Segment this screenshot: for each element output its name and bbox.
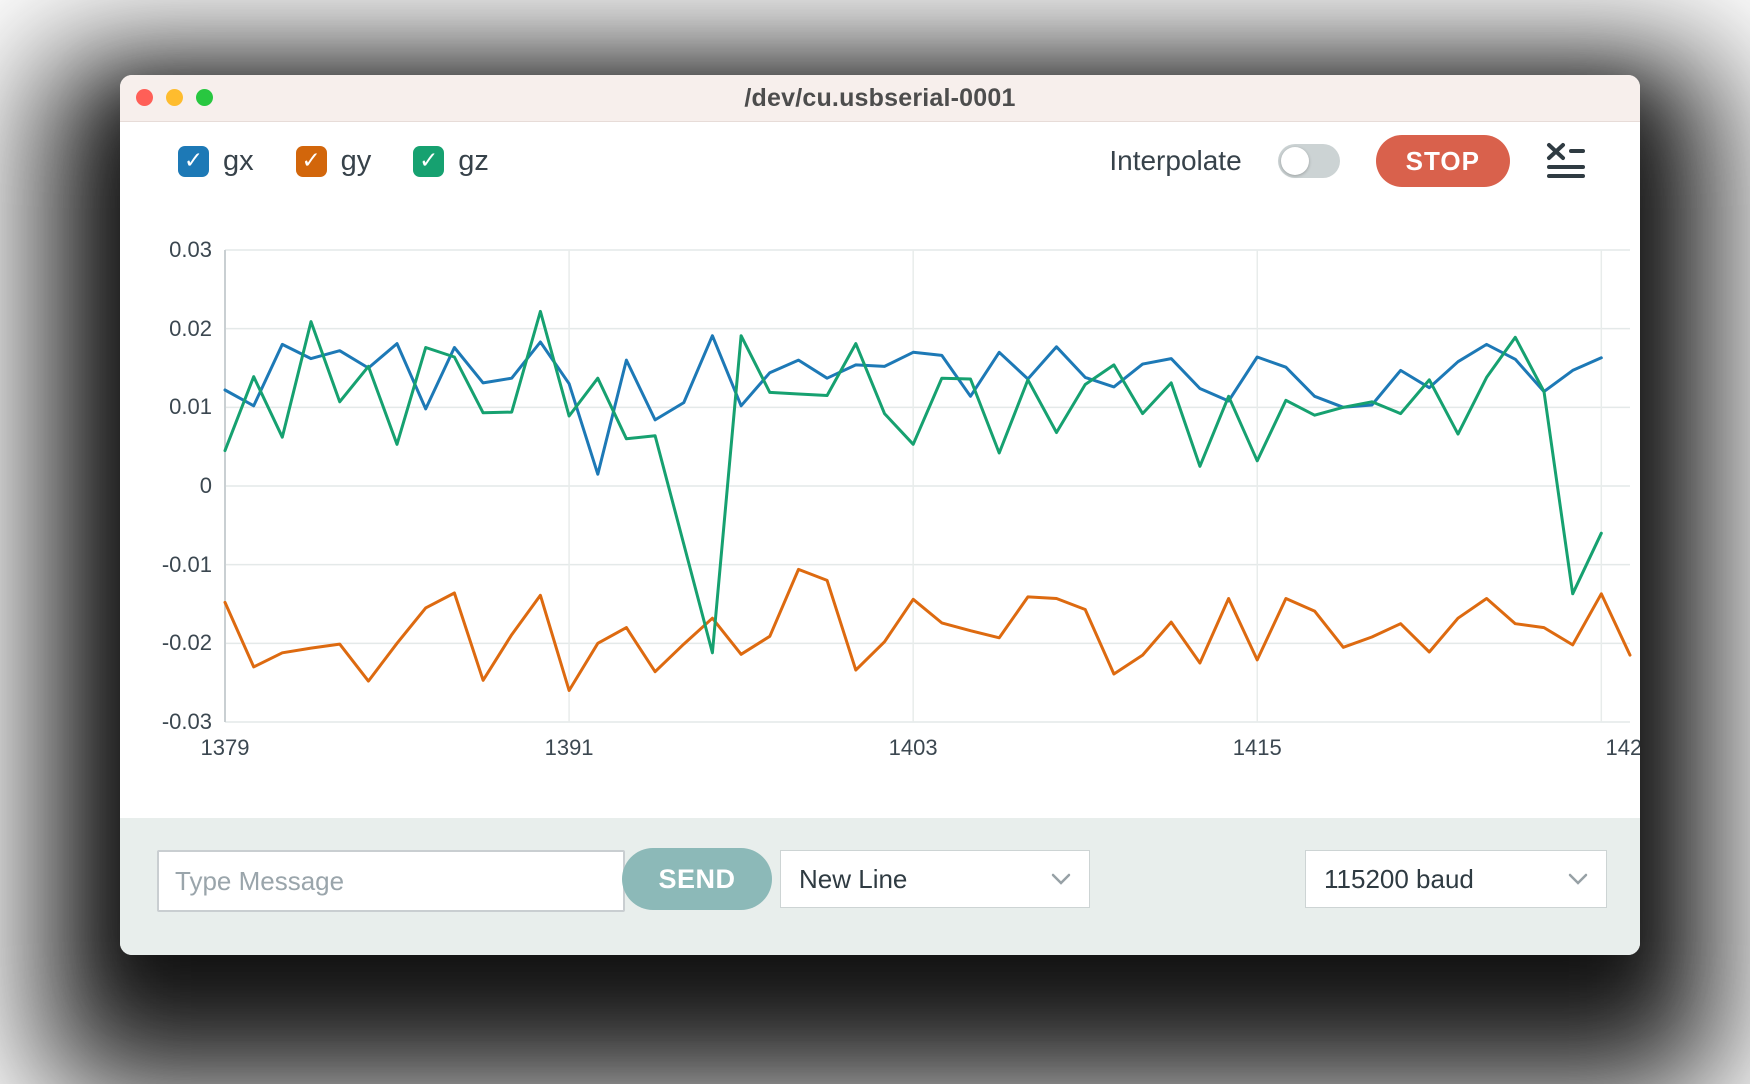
close-window-button[interactable] — [136, 89, 153, 106]
chart — [223, 249, 1632, 723]
y-tick-label: -0.01 — [161, 551, 212, 577]
checkbox-gz[interactable]: ✓ gz — [413, 145, 489, 178]
gx-checkbox-label: gx — [223, 144, 254, 177]
window-title: /dev/cu.usbserial-0001 — [744, 83, 1016, 112]
right-controls: Interpolate STOP — [1109, 133, 1585, 189]
minimize-window-button[interactable] — [166, 89, 183, 106]
traffic-lights — [136, 89, 213, 106]
series-checkbox-group: ✓ gx ✓ gy ✓ gz — [178, 133, 489, 189]
x-tick-label: 1379 — [200, 735, 250, 760]
checkbox-gy[interactable]: ✓ gy — [295, 144, 372, 178]
line-ending-value: New Line — [799, 863, 908, 894]
y-tick-label: 0.01 — [169, 394, 212, 420]
chevron-down-icon — [1051, 873, 1071, 885]
gy-checkbox-label: gy — [340, 144, 372, 177]
send-button[interactable]: SEND — [622, 848, 772, 910]
y-tick-label: 0.03 — [169, 237, 212, 262]
gx-checkbox-box[interactable]: ✓ — [178, 145, 209, 177]
zoom-window-button[interactable] — [196, 89, 213, 106]
stop-button[interactable]: STOP — [1375, 135, 1510, 187]
footer-bar: SEND New Line 115200 baud — [120, 818, 1640, 955]
chart-canvas — [223, 249, 1632, 723]
titlebar[interactable]: /dev/cu.usbserial-0001 — [120, 75, 1640, 122]
x-tick-label: 1391 — [544, 735, 594, 760]
gz-checkbox-label: gz — [458, 144, 489, 177]
y-tick-label: 0.02 — [169, 315, 212, 341]
serial-plotter-window: /dev/cu.usbserial-0001 ✓ gx ✓ gy ✓ gz In… — [120, 75, 1640, 955]
controls-row: ✓ gx ✓ gy ✓ gz Interpolate STOP — [120, 133, 1640, 189]
gz-checkbox-box[interactable]: ✓ — [413, 145, 445, 177]
check-icon: ✓ — [301, 146, 321, 173]
baud-rate-select[interactable]: 115200 baud — [1305, 850, 1607, 908]
check-icon: ✓ — [419, 146, 439, 173]
y-tick-label: -0.03 — [161, 709, 212, 734]
x-tick-label: 1403 — [888, 735, 938, 760]
toggle-knob — [1280, 147, 1309, 175]
checkbox-gx[interactable]: ✓ gx — [178, 145, 254, 178]
y-tick-label: 0 — [199, 473, 212, 498]
message-input[interactable] — [157, 850, 625, 912]
clear-list-icon[interactable] — [1546, 142, 1586, 180]
interpolate-label: Interpolate — [1109, 145, 1242, 176]
chevron-down-icon — [1568, 873, 1588, 885]
gy-checkbox-box[interactable]: ✓ — [295, 145, 327, 177]
y-tick-label: -0.02 — [161, 630, 212, 656]
check-icon: ✓ — [183, 146, 204, 173]
baud-rate-value: 115200 baud — [1324, 863, 1474, 894]
x-tick-label: 1415 — [1232, 735, 1282, 760]
interpolate-toggle[interactable] — [1277, 144, 1340, 178]
x-tick-label: 1428 — [1605, 735, 1640, 760]
line-ending-select[interactable]: New Line — [780, 850, 1090, 908]
